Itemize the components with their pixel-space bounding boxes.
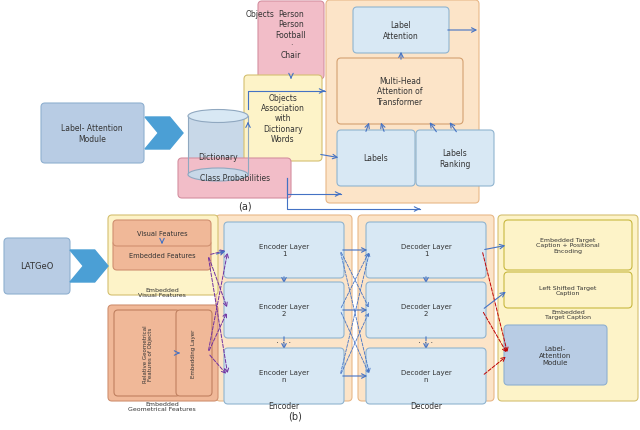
- Text: Embedded
Visual Features: Embedded Visual Features: [138, 287, 186, 298]
- FancyBboxPatch shape: [498, 215, 638, 401]
- FancyBboxPatch shape: [224, 348, 344, 404]
- Polygon shape: [145, 118, 183, 150]
- Text: LATGeO: LATGeO: [20, 262, 54, 271]
- FancyBboxPatch shape: [224, 222, 344, 278]
- Text: Embedded Features: Embedded Features: [129, 252, 195, 258]
- FancyBboxPatch shape: [114, 310, 180, 396]
- Text: Encoder: Encoder: [268, 402, 300, 411]
- Text: Dictionary: Dictionary: [198, 153, 238, 162]
- FancyBboxPatch shape: [41, 104, 144, 164]
- Text: Encoder Layer
1: Encoder Layer 1: [259, 244, 309, 257]
- Text: Label-
Attention
Module: Label- Attention Module: [539, 345, 571, 365]
- FancyBboxPatch shape: [353, 8, 449, 54]
- Text: Decoder Layer
2: Decoder Layer 2: [401, 304, 451, 317]
- Text: Person
Person
Football
·
Chair: Person Person Football · Chair: [276, 10, 307, 60]
- Text: (b): (b): [288, 411, 302, 421]
- FancyBboxPatch shape: [337, 59, 463, 125]
- FancyBboxPatch shape: [258, 2, 324, 80]
- Text: Objects
Association
with
Dictionary
Words: Objects Association with Dictionary Word…: [261, 93, 305, 144]
- Text: Labels
Ranking: Labels Ranking: [439, 149, 470, 168]
- Text: Left Shifted Target
Caption: Left Shifted Target Caption: [540, 285, 596, 296]
- FancyBboxPatch shape: [4, 239, 70, 294]
- Ellipse shape: [188, 169, 248, 181]
- FancyBboxPatch shape: [366, 348, 486, 404]
- Text: Encoder Layer
2: Encoder Layer 2: [259, 304, 309, 317]
- FancyBboxPatch shape: [504, 221, 632, 270]
- FancyBboxPatch shape: [216, 215, 352, 401]
- FancyBboxPatch shape: [178, 159, 291, 199]
- Bar: [188, 117, 248, 175]
- Text: Encoder Layer
n: Encoder Layer n: [259, 370, 309, 383]
- FancyBboxPatch shape: [504, 325, 607, 385]
- FancyBboxPatch shape: [358, 215, 494, 401]
- Text: Decoder Layer
n: Decoder Layer n: [401, 370, 451, 383]
- Text: Label- Attention
Module: Label- Attention Module: [61, 124, 123, 143]
- FancyBboxPatch shape: [366, 222, 486, 278]
- FancyBboxPatch shape: [113, 240, 211, 270]
- FancyBboxPatch shape: [224, 283, 344, 338]
- Text: Labels: Labels: [364, 154, 388, 163]
- FancyBboxPatch shape: [366, 283, 486, 338]
- FancyBboxPatch shape: [416, 131, 494, 187]
- Text: Visual Features: Visual Features: [137, 230, 188, 237]
- Text: Decoder Layer
1: Decoder Layer 1: [401, 244, 451, 257]
- FancyBboxPatch shape: [326, 1, 479, 203]
- Polygon shape: [70, 250, 108, 283]
- FancyBboxPatch shape: [113, 221, 211, 246]
- Text: Embedding Layer: Embedding Layer: [191, 329, 196, 377]
- Text: (a): (a): [238, 202, 252, 212]
- Text: Label
Attention: Label Attention: [383, 21, 419, 40]
- Text: Relative Geometrical
Features of Objects: Relative Geometrical Features of Objects: [143, 324, 154, 382]
- Text: Embedded Target
Caption + Positional
Encoding: Embedded Target Caption + Positional Enc…: [536, 237, 600, 254]
- Text: Embedded
Geometrical Features: Embedded Geometrical Features: [128, 401, 196, 412]
- FancyBboxPatch shape: [176, 310, 212, 396]
- Text: Decoder: Decoder: [410, 402, 442, 411]
- Text: Class Probabilities: Class Probabilities: [200, 174, 270, 183]
- FancyBboxPatch shape: [337, 131, 415, 187]
- FancyBboxPatch shape: [244, 76, 322, 162]
- FancyBboxPatch shape: [504, 272, 632, 308]
- Text: Embedded
Target Caption: Embedded Target Caption: [545, 309, 591, 319]
- Text: Multi-Head
Attention of
Transformer: Multi-Head Attention of Transformer: [377, 77, 423, 107]
- FancyBboxPatch shape: [108, 305, 218, 401]
- FancyBboxPatch shape: [108, 215, 218, 295]
- Ellipse shape: [188, 110, 248, 123]
- Text: · · ·: · · ·: [276, 337, 292, 347]
- Text: · · ·: · · ·: [419, 337, 434, 347]
- Text: Objects: Objects: [246, 10, 275, 19]
